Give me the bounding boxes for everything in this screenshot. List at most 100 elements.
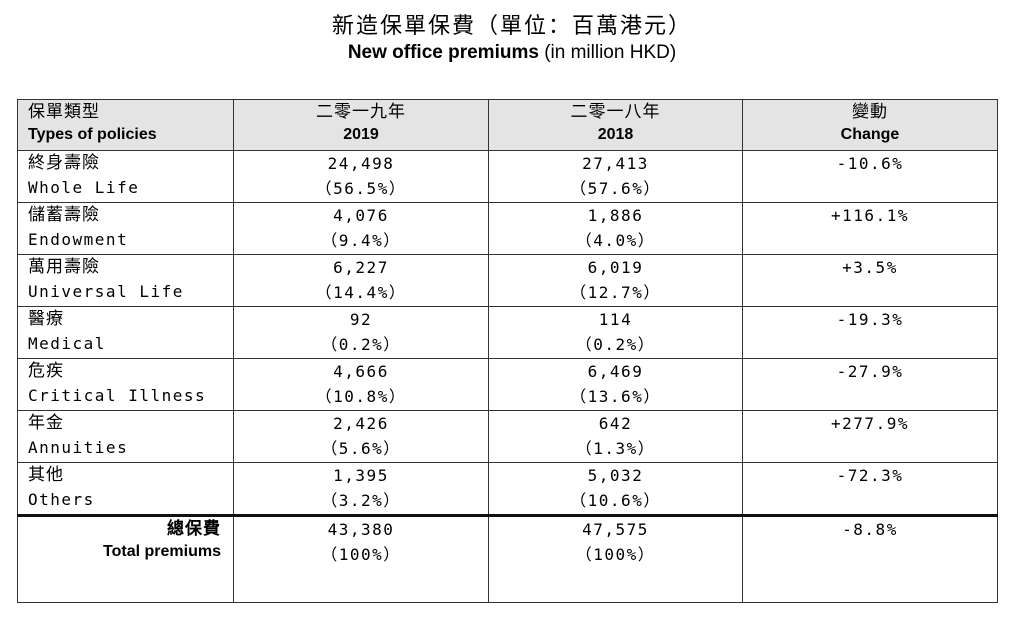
table-row: 其他 Others 1,395 （3.2%） 5,032 （10.6%） -72.3% <box>17 462 998 516</box>
policy-type-zh: 年金 <box>28 413 64 433</box>
total-row: 總保費 Total premiums 43,380 （100%） 47,575 （10… <box>17 514 998 603</box>
total-share-2019: （100%） <box>321 545 401 564</box>
value-2018: 642 <box>598 414 633 433</box>
value-2019: 24,498 <box>327 154 395 173</box>
total-change-value: -8.8% <box>842 520 898 539</box>
policy-type-en: Endowment <box>28 230 129 249</box>
value-2019-cell: 92 （0.2%） <box>233 306 489 359</box>
header-policy-type: 保單類型 Types of policies <box>17 99 234 151</box>
page-title-en-unit: (in million HKD) <box>538 42 677 63</box>
value-2019: 6,227 <box>333 258 389 277</box>
total-share-2018: （100%） <box>575 545 656 564</box>
table-row: 萬用壽險 Universal Life 6,227 （14.4%） 6,019 （12… <box>17 254 998 307</box>
page-title-en-bold: New office premiums <box>347 42 539 63</box>
header-change: 變動 Change <box>742 99 998 151</box>
change-cell: -27.9% <box>742 358 998 411</box>
value-2018-cell: 5,032 （10.6%） <box>488 462 743 516</box>
page-title-en: New office premiums (in million HKD) <box>0 42 1024 64</box>
policy-type-cell: 萬用壽險 Universal Life <box>17 254 234 307</box>
policy-type-zh: 終身壽險 <box>28 153 100 173</box>
policy-type-en: Critical Illness <box>28 386 207 405</box>
change-value: -72.3% <box>836 466 904 485</box>
value-2018: 1,886 <box>587 206 644 225</box>
total-value-2018: 47,575 <box>582 520 649 539</box>
policy-type-cell: 年金 Annuities <box>17 410 234 463</box>
value-2018: 6,469 <box>587 362 644 381</box>
value-2019-cell: 4,666 （10.8%） <box>233 358 489 411</box>
change-cell: -72.3% <box>742 462 998 516</box>
table-row: 醫療 Medical 92 （0.2%） 114 （0.2%） -19.3% <box>17 306 998 359</box>
header-2019-zh: 二零一九年 <box>316 102 406 122</box>
value-2019: 4,666 <box>333 362 389 381</box>
share-2018: （10.6%） <box>570 491 661 510</box>
policy-type-cell: 終身壽險 Whole Life <box>17 150 234 203</box>
value-2019: 2,426 <box>333 414 389 433</box>
policy-type-en: Annuities <box>28 438 129 457</box>
change-cell: +277.9% <box>742 410 998 463</box>
value-2018-cell: 27,413 （57.6%） <box>488 150 743 203</box>
change-cell: +116.1% <box>742 202 998 255</box>
header-policy-type-en: Types of policies <box>28 126 157 143</box>
policy-type-en: Whole Life <box>28 178 140 197</box>
policy-type-en: Medical <box>28 334 106 353</box>
policy-type-zh: 儲蓄壽險 <box>28 205 100 225</box>
change-cell: -10.6% <box>742 150 998 203</box>
change-value: -10.6% <box>836 154 904 173</box>
share-2018: （57.6%） <box>570 179 661 198</box>
change-value: +3.5% <box>842 258 898 277</box>
value-2018-cell: 6,469 （13.6%） <box>488 358 743 411</box>
share-2018: （4.0%） <box>575 231 656 250</box>
table-row: 危疾 Critical Illness 4,666 （10.8%） 6,469 （13… <box>17 358 998 411</box>
share-2019: （3.2%） <box>321 491 401 510</box>
policy-type-zh: 其他 <box>28 465 64 485</box>
change-value: -19.3% <box>836 310 904 329</box>
value-2018: 5,032 <box>587 466 644 485</box>
total-label-cell: 總保費 Total premiums <box>17 514 234 603</box>
change-value: +116.1% <box>831 206 909 225</box>
share-2019: （0.2%） <box>321 335 401 354</box>
page-title-zh: 新造保單保費（單位：百萬港元） <box>331 14 692 39</box>
header-policy-type-zh: 保單類型 <box>28 102 100 122</box>
header-2018-en: 2018 <box>597 126 634 143</box>
table-row: 年金 Annuities 2,426 （5.6%） 642 （1.3%） +277.9… <box>17 410 998 463</box>
change-value: -27.9% <box>836 362 904 381</box>
header-2019: 二零一九年 2019 <box>233 99 489 151</box>
value-2018: 27,413 <box>582 154 649 173</box>
header-2018: 二零一八年 2018 <box>488 99 743 151</box>
share-2019: （5.6%） <box>321 439 401 458</box>
policy-type-en: Universal Life <box>28 282 184 301</box>
value-2018-cell: 642 （1.3%） <box>488 410 743 463</box>
policy-type-cell: 其他 Others <box>17 462 234 516</box>
header-change-en: Change <box>840 126 900 143</box>
total-2018-cell: 47,575 （100%） <box>488 514 743 603</box>
value-2018: 6,019 <box>587 258 644 277</box>
value-2019-cell: 2,426 （5.6%） <box>233 410 489 463</box>
share-2019: （9.4%） <box>321 231 401 250</box>
value-2019: 4,076 <box>333 206 389 225</box>
header-change-zh: 變動 <box>852 102 888 122</box>
value-2019-cell: 4,076 （9.4%） <box>233 202 489 255</box>
total-2019-cell: 43,380 （100%） <box>233 514 489 603</box>
change-cell: -19.3% <box>742 306 998 359</box>
header-2018-zh: 二零一八年 <box>570 102 661 122</box>
table-row: 儲蓄壽險 Endowment 4,076 （9.4%） 1,886 （4.0%） +1… <box>17 202 998 255</box>
policy-type-zh: 醫療 <box>28 309 64 329</box>
total-value-2019: 43,380 <box>327 520 395 539</box>
value-2018: 114 <box>598 310 633 329</box>
policy-type-zh: 萬用壽險 <box>28 257 100 277</box>
value-2019-cell: 1,395 （3.2%） <box>233 462 489 516</box>
table-row: 終身壽險 Whole Life 24,498 （56.5%） 27,413 （57.6… <box>17 150 998 203</box>
policy-type-zh: 危疾 <box>28 361 64 381</box>
policy-type-cell: 危疾 Critical Illness <box>17 358 234 411</box>
share-2018: （0.2%） <box>575 335 656 354</box>
change-value: +277.9% <box>831 414 909 433</box>
value-2018-cell: 1,886 （4.0%） <box>488 202 743 255</box>
share-2019: （56.5%） <box>315 179 407 198</box>
total-change-cell: -8.8% <box>742 514 998 603</box>
share-2019: （10.8%） <box>315 387 407 406</box>
value-2018-cell: 6,019 （12.7%） <box>488 254 743 307</box>
table-header-row: 保單類型 Types of policies 二零一九年 2019 二零一八年 … <box>17 99 998 151</box>
total-label-zh: 總保費 <box>167 519 221 539</box>
premiums-table: 保單類型 Types of policies 二零一九年 2019 二零一八年 … <box>17 99 998 603</box>
value-2019-cell: 6,227 （14.4%） <box>233 254 489 307</box>
